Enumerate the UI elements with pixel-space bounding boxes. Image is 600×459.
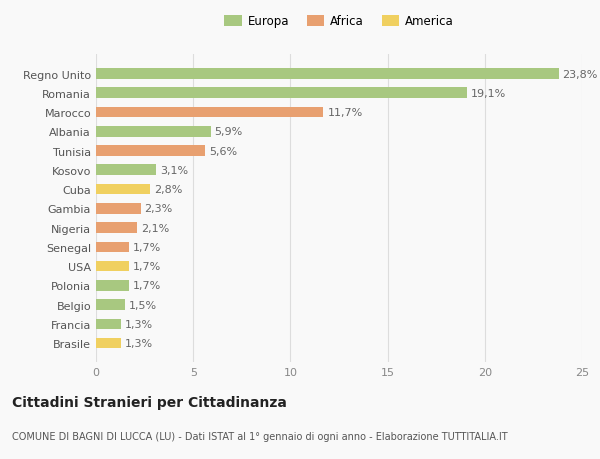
Bar — [96, 69, 559, 79]
Bar — [96, 280, 129, 291]
Text: 5,9%: 5,9% — [215, 127, 243, 137]
Bar — [96, 203, 141, 214]
Bar — [96, 146, 205, 157]
Bar — [96, 88, 467, 99]
Text: 1,7%: 1,7% — [133, 281, 161, 291]
Text: 1,7%: 1,7% — [133, 242, 161, 252]
Text: 3,1%: 3,1% — [160, 165, 188, 175]
Text: 1,7%: 1,7% — [133, 262, 161, 271]
Text: 5,6%: 5,6% — [209, 146, 237, 156]
Text: 2,3%: 2,3% — [145, 204, 173, 214]
Legend: Europa, Africa, America: Europa, Africa, America — [220, 12, 458, 32]
Text: 1,3%: 1,3% — [125, 319, 153, 329]
Bar — [96, 127, 211, 137]
Bar — [96, 261, 129, 272]
Bar — [96, 338, 121, 349]
Bar — [96, 185, 151, 195]
Bar — [96, 107, 323, 118]
Bar — [96, 242, 129, 252]
Text: 23,8%: 23,8% — [563, 69, 598, 79]
Text: 19,1%: 19,1% — [471, 89, 506, 99]
Text: 2,1%: 2,1% — [141, 223, 169, 233]
Bar — [96, 300, 125, 310]
Text: Cittadini Stranieri per Cittadinanza: Cittadini Stranieri per Cittadinanza — [12, 395, 287, 409]
Bar — [96, 319, 121, 330]
Text: COMUNE DI BAGNI DI LUCCA (LU) - Dati ISTAT al 1° gennaio di ogni anno - Elaboraz: COMUNE DI BAGNI DI LUCCA (LU) - Dati IST… — [12, 431, 508, 442]
Text: 2,8%: 2,8% — [154, 185, 182, 195]
Bar — [96, 165, 156, 176]
Text: 1,3%: 1,3% — [125, 338, 153, 348]
Text: 11,7%: 11,7% — [328, 108, 362, 118]
Bar — [96, 223, 137, 233]
Text: 1,5%: 1,5% — [129, 300, 157, 310]
